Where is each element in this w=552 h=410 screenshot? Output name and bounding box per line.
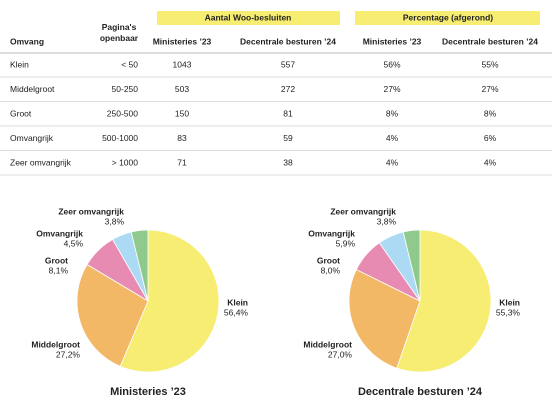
cell: Zeer omvangrijk: [10, 157, 72, 167]
slice-label: Klein: [227, 297, 248, 307]
cell: 50-250: [112, 84, 139, 94]
cell: 272: [281, 84, 295, 94]
cell: 557: [281, 59, 295, 69]
slice-label: Groot: [317, 255, 340, 265]
cell: 4%: [386, 133, 399, 143]
cell: Middelgroot: [10, 84, 55, 94]
cell: 150: [175, 108, 189, 118]
column-header: Ministeries ’23: [153, 36, 212, 46]
column-header: Decentrale besturen ’24: [240, 36, 336, 46]
cell: 59: [283, 133, 293, 143]
slice-value: 4,5%: [64, 238, 84, 248]
slice-label: Klein: [499, 297, 520, 307]
group-header: Percentage (afgerond): [403, 12, 493, 22]
cell: Klein: [10, 59, 29, 69]
cell: < 50: [121, 59, 138, 69]
cell: 8%: [386, 108, 399, 118]
slice-value: 55,3%: [496, 307, 521, 317]
cell: 38: [283, 157, 293, 167]
cell: 56%: [383, 59, 400, 69]
column-header: Omvang: [10, 36, 44, 46]
slice-label: Zeer omvangrijk: [330, 206, 396, 216]
slice-value: 56,4%: [224, 307, 249, 317]
cell: > 1000: [112, 157, 139, 167]
pie-slice: [119, 229, 220, 373]
cell: 83: [177, 133, 187, 143]
slice-value: 8,0%: [321, 265, 341, 275]
slice-value: 27,2%: [56, 349, 81, 359]
cell: 81: [283, 108, 293, 118]
chart-title: Decentrale besturen ’24: [358, 386, 483, 398]
column-header: Ministeries ’23: [363, 36, 422, 46]
slice-label: Omvangrijk: [36, 228, 83, 238]
group-highlight: [157, 11, 340, 25]
cell: 4%: [484, 157, 497, 167]
column-header: Decentrale besturen ’24: [442, 36, 538, 46]
slice-value: 3,8%: [105, 216, 125, 226]
cell: Omvangrijk: [10, 133, 54, 143]
pie-slice: [402, 229, 421, 302]
chart-title: Ministeries ’23: [110, 386, 186, 398]
cell: 250-500: [107, 108, 138, 118]
column-header: Pagina's openbaar: [100, 22, 139, 43]
cell: 4%: [386, 157, 399, 167]
slice-label: Groot: [45, 255, 68, 265]
slice-value: 27,0%: [328, 349, 353, 359]
cell: Groot: [10, 108, 32, 118]
cell: 8%: [484, 108, 497, 118]
slice-label: Omvangrijk: [308, 228, 355, 238]
group-highlight: [355, 11, 540, 25]
pie-slice: [76, 263, 149, 367]
cell: 1043: [173, 59, 192, 69]
slice-label: Middelgroot: [303, 339, 352, 349]
pie-slice: [348, 269, 421, 369]
slice-label: Zeer omvangrijk: [58, 206, 124, 216]
cell: 55%: [481, 59, 498, 69]
slice-value: 3,8%: [377, 216, 397, 226]
slice-label: Middelgroot: [31, 339, 80, 349]
cell: 71: [177, 157, 187, 167]
cell: 500-1000: [102, 133, 138, 143]
cell: 503: [175, 84, 189, 94]
slice-value: 5,9%: [336, 238, 356, 248]
cell: 27%: [383, 84, 400, 94]
group-header: Aantal Woo-besluiten: [205, 12, 292, 22]
cell: 6%: [484, 133, 497, 143]
cell: 27%: [481, 84, 498, 94]
pie-slice: [130, 229, 149, 302]
slice-value: 8,1%: [49, 265, 69, 275]
